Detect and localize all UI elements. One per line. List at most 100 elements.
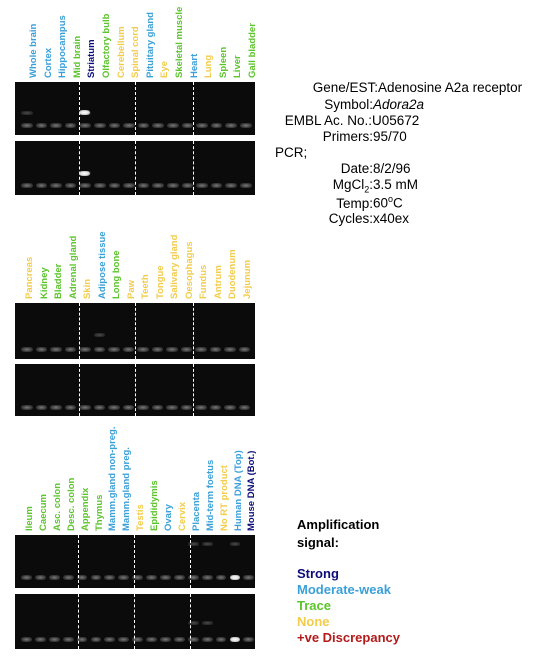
gel-band <box>35 183 48 188</box>
lane-label: Mouse DNA (Bot.) <box>246 450 258 531</box>
gel-panel2-top <box>15 303 255 359</box>
gel-band <box>123 183 135 188</box>
gel-band <box>137 405 149 410</box>
gel-divider <box>135 141 136 195</box>
gel-divider <box>135 82 136 135</box>
gel-band <box>224 405 236 410</box>
gel-band <box>122 347 134 352</box>
lane-label: Gall bladder <box>247 23 258 78</box>
primers-key: Primers: <box>322 129 373 144</box>
gel-divider <box>78 594 79 649</box>
gel-band <box>108 123 121 128</box>
gel-band <box>108 347 120 352</box>
cycles-value: x40ex <box>373 211 410 226</box>
lane-label: Thymus <box>93 494 105 531</box>
lane-label: Kidney <box>38 267 50 299</box>
lane-label: Eye <box>159 61 171 78</box>
lane-label: Cervix <box>176 501 188 531</box>
primers-value: 95/70 <box>373 129 407 144</box>
gel-band <box>118 575 130 580</box>
legend-strong: Strong <box>297 566 339 581</box>
gel-band <box>224 347 236 352</box>
gel-band <box>35 123 48 128</box>
gel-band <box>225 123 237 128</box>
lane-label: Spinal cord <box>130 26 142 78</box>
legend-title: Amplification signal: <box>297 517 379 551</box>
lane-label: No RT product <box>218 465 230 531</box>
gel-band <box>201 575 213 580</box>
lane-label: Skeletal muscle <box>174 6 185 78</box>
gel-divider <box>135 364 136 416</box>
gel-band <box>50 347 62 352</box>
gel-band <box>160 637 171 642</box>
gel-band <box>93 405 105 410</box>
gel-faint-band <box>187 621 199 625</box>
info-cycles: Cycles:x40ex <box>298 211 409 226</box>
gel-band <box>201 637 213 642</box>
gel-divider <box>79 303 80 359</box>
legend-trace: Trace <box>297 598 331 613</box>
gel-band <box>146 637 157 642</box>
symbol-key: Symbol: <box>324 97 373 112</box>
cycles-key: Cycles: <box>328 211 373 226</box>
gel-panel1-top <box>15 82 255 135</box>
lane-label: Hippocampus <box>57 15 69 78</box>
lane-label: Paw <box>125 279 137 299</box>
gel-band <box>21 123 33 128</box>
gel-band <box>195 347 207 352</box>
embl-key: EMBL Ac. No.: <box>284 113 372 128</box>
info-mgcl: MgCl2:3.5 mM <box>298 177 418 195</box>
temp-key: Temp: <box>336 195 373 211</box>
gel-band <box>167 123 179 128</box>
gel-band <box>21 637 32 642</box>
gel-band <box>195 405 207 410</box>
lane-label: Mamm.gland preg. <box>121 447 133 531</box>
gel-faint-band <box>187 542 199 546</box>
gel-panel2-bottom <box>15 364 255 416</box>
gel-band <box>151 405 163 410</box>
gel-band <box>62 575 74 580</box>
lane-label: Desc. colon <box>65 477 77 531</box>
gel-band <box>243 637 255 642</box>
gel-band <box>104 575 116 580</box>
date-key: Date: <box>340 161 373 176</box>
info-date: Date:8/2/96 <box>298 161 411 176</box>
lane-label: Lung <box>203 54 215 78</box>
temp-unit: C <box>393 195 403 211</box>
lane-label: Ileum <box>24 506 35 531</box>
gel-band <box>238 405 250 410</box>
gel-band <box>166 347 178 352</box>
gel-band <box>215 637 227 642</box>
info-temp: Temp:60oC <box>298 194 403 211</box>
gel-band <box>243 575 255 580</box>
gel-band <box>93 347 105 352</box>
lane-label: Jejunum <box>241 259 253 299</box>
gel-band <box>137 347 149 352</box>
gel-band <box>225 183 237 188</box>
lane-label: Mamm.gland non-preg. <box>107 426 119 532</box>
gel-band <box>173 575 185 580</box>
lane-label: Testis <box>135 504 147 531</box>
gel-faint-band <box>229 542 241 546</box>
gel-band <box>166 405 178 410</box>
gel-band <box>94 183 106 188</box>
lane-label: Ovary <box>163 504 174 531</box>
gel-band <box>210 123 223 128</box>
gel-band <box>181 183 194 188</box>
lane-label: Oesophagus <box>183 241 195 299</box>
gel-band <box>48 637 60 642</box>
lane-label: Pituitary gland <box>144 12 156 78</box>
info-primers: Primers:95/70 <box>298 129 407 144</box>
lane-label: Tongue <box>154 265 166 299</box>
gel-divider <box>79 141 80 195</box>
gel-divider <box>135 303 136 359</box>
gel-band <box>196 183 208 188</box>
gel-band <box>34 637 46 642</box>
lane-label: Striatum <box>86 39 98 78</box>
gel-band <box>196 123 208 128</box>
legend-discrepancy: +ve Discrepancy <box>297 630 400 645</box>
mgcl-key: MgCl2: <box>298 177 373 195</box>
lane-label: Spleen <box>217 46 229 78</box>
gel-divider <box>193 141 194 195</box>
lane-label: Antrum <box>212 265 224 299</box>
